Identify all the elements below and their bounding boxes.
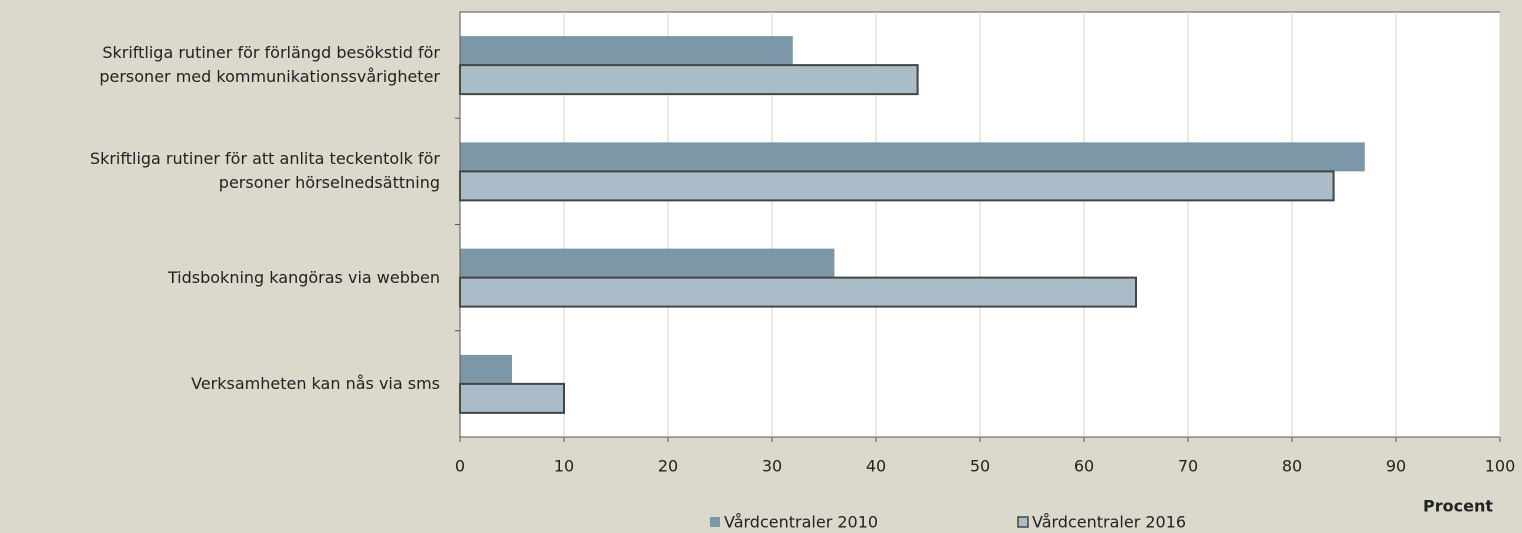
x-tick-label: 40 — [866, 457, 886, 476]
bar — [460, 36, 793, 66]
x-tick-label: 20 — [658, 457, 678, 476]
x-axis-label: Procent — [1423, 497, 1493, 516]
bar — [460, 142, 1365, 172]
legend-label: Vårdcentraler 2010 — [724, 513, 878, 532]
y-tick-label: Tidsbokning kangöras via webben — [167, 267, 440, 287]
bar — [459, 276, 1137, 308]
bar — [460, 354, 512, 384]
x-tick-label: 90 — [1386, 457, 1406, 476]
x-tick-label: 80 — [1282, 457, 1302, 476]
y-tick-label: Skriftliga rutiner för att anlita tecken… — [89, 149, 440, 193]
bar — [459, 170, 1335, 202]
x-tick-label: 60 — [1074, 457, 1094, 476]
legend-swatch — [710, 517, 720, 527]
x-tick-label: 100 — [1485, 457, 1516, 476]
bar — [459, 382, 565, 414]
x-tick-label: 70 — [1178, 457, 1198, 476]
y-tick-label: Skriftliga rutiner för förlängd besöksti… — [99, 43, 440, 87]
x-tick-label: 10 — [554, 457, 574, 476]
x-tick-label: 30 — [762, 457, 782, 476]
x-tick-label: 50 — [970, 457, 990, 476]
bar — [460, 248, 835, 278]
legend-label: Vårdcentraler 2016 — [1032, 513, 1186, 532]
x-tick-label: 0 — [455, 457, 465, 476]
bar — [459, 64, 919, 96]
legend-swatch — [1017, 516, 1029, 528]
y-tick-label: Verksamheten kan nås via sms — [191, 373, 440, 393]
